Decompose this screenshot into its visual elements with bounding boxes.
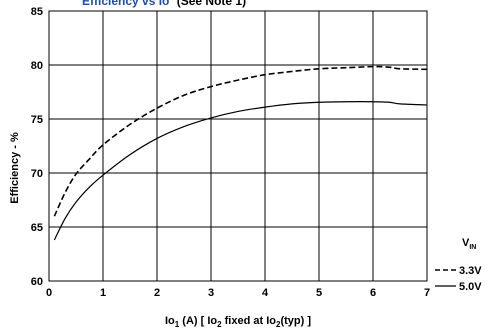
x-axis-title-main: Io [165, 315, 175, 327]
y-axis-title: Efficiency - % [9, 132, 21, 204]
header-link[interactable]: Efficiency vs Io [82, 0, 169, 8]
legend-title: VIN [462, 237, 476, 251]
legend-label-3v3: 3.3V [459, 265, 482, 277]
x-axis-title: Io1 (A) [ Io2 fixed at Io2(typ) ] [165, 315, 311, 329]
y-tick-label: 80 [31, 60, 43, 72]
x-tick-label: 4 [262, 287, 269, 299]
grid [48, 10, 428, 282]
x-tick-label: 1 [100, 287, 106, 299]
series-layer [53, 65, 428, 241]
series-line-3v3 [53, 65, 428, 217]
x-tick-label: 7 [424, 287, 430, 299]
legend-label-5v0: 5.0V [459, 281, 482, 293]
x-axis-title-sub1: 1 [175, 320, 180, 329]
x-tick-labels: 0 1 2 3 4 5 6 7 [46, 287, 430, 299]
header-note: (See Note 1) [177, 0, 246, 8]
y-tick-label: 75 [31, 114, 43, 126]
y-tick-label: 85 [31, 6, 43, 18]
legend-title-main: V [462, 237, 470, 249]
x-axis-title-rest2: fixed at Io [222, 315, 277, 327]
plot-frame [48, 10, 428, 282]
x-tick-label: 2 [154, 287, 160, 299]
y-tick-label: 60 [31, 276, 43, 288]
x-tick-label: 6 [370, 287, 376, 299]
x-axis-title-sub2: 2 [217, 320, 222, 329]
y-tick-label: 70 [31, 168, 43, 180]
y-tick-label: 65 [31, 222, 43, 234]
legend-title-sub: IN [469, 244, 476, 251]
x-axis-title-rest3: (typ) ] [280, 315, 311, 327]
x-axis-title-sub3: 2 [276, 320, 281, 329]
y-tick-labels: 60 65 70 75 80 85 [31, 6, 43, 288]
x-axis-title-rest1: (A) [ Io [179, 315, 217, 327]
header-fragment: Efficiency vs Io (See Note 1) [82, 0, 246, 8]
x-tick-label: 5 [316, 287, 322, 299]
x-tick-label: 3 [208, 287, 214, 299]
legend: VIN 3.3V 5.0V [435, 237, 482, 293]
x-tick-label: 0 [46, 287, 52, 299]
series-line-5v0 [53, 101, 428, 241]
